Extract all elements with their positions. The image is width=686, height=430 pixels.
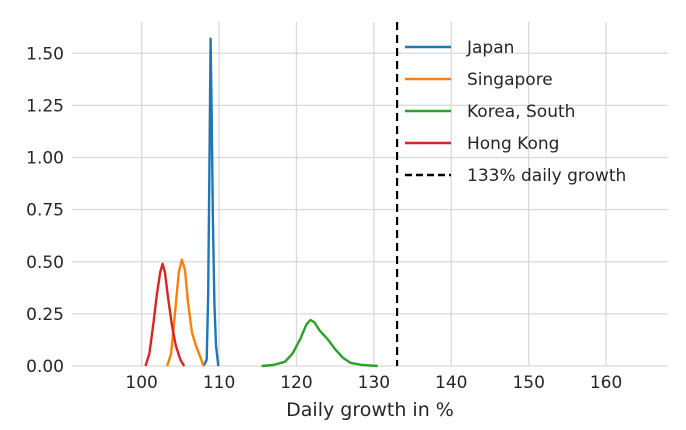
legend-label: Japan <box>466 38 514 58</box>
x-tick-label: 110 <box>203 373 235 393</box>
legend-label: 133% daily growth <box>467 166 626 186</box>
y-tick-label: 0.50 <box>26 253 64 273</box>
y-tick-label: 1.50 <box>26 44 64 64</box>
y-tick-label: 0.00 <box>26 357 64 377</box>
y-tick-label: 0.25 <box>26 305 64 325</box>
series-line-japan <box>202 37 220 367</box>
y-tick-label: 0.75 <box>26 201 64 221</box>
legend-label: Korea, South <box>467 102 575 122</box>
series-group <box>144 37 378 368</box>
y-tick-label: 1.00 <box>26 149 64 169</box>
legend-label: Hong Kong <box>467 134 559 154</box>
x-tick-label: 100 <box>125 373 157 393</box>
series-line-hong-kong <box>144 262 186 367</box>
x-tick-label: 160 <box>590 373 622 393</box>
legend-label: Singapore <box>467 70 553 90</box>
legend: Japan Singapore Korea, South Hong Kong 133% … <box>405 38 626 186</box>
x-axis-label: Daily growth in % <box>286 399 454 421</box>
x-tick-label: 140 <box>435 373 467 393</box>
x-tick-label: 120 <box>280 373 312 393</box>
series-line-singapore <box>166 258 205 367</box>
x-tick-label: 130 <box>358 373 390 393</box>
tick-labels: 100 110 120 130 140 150 160 0.00 0.25 0.50 0.75 1.0… <box>26 44 622 393</box>
series-line-korea-south <box>261 318 378 368</box>
y-tick-label: 1.25 <box>26 96 64 116</box>
grid <box>72 22 668 367</box>
x-tick-label: 150 <box>512 373 544 393</box>
